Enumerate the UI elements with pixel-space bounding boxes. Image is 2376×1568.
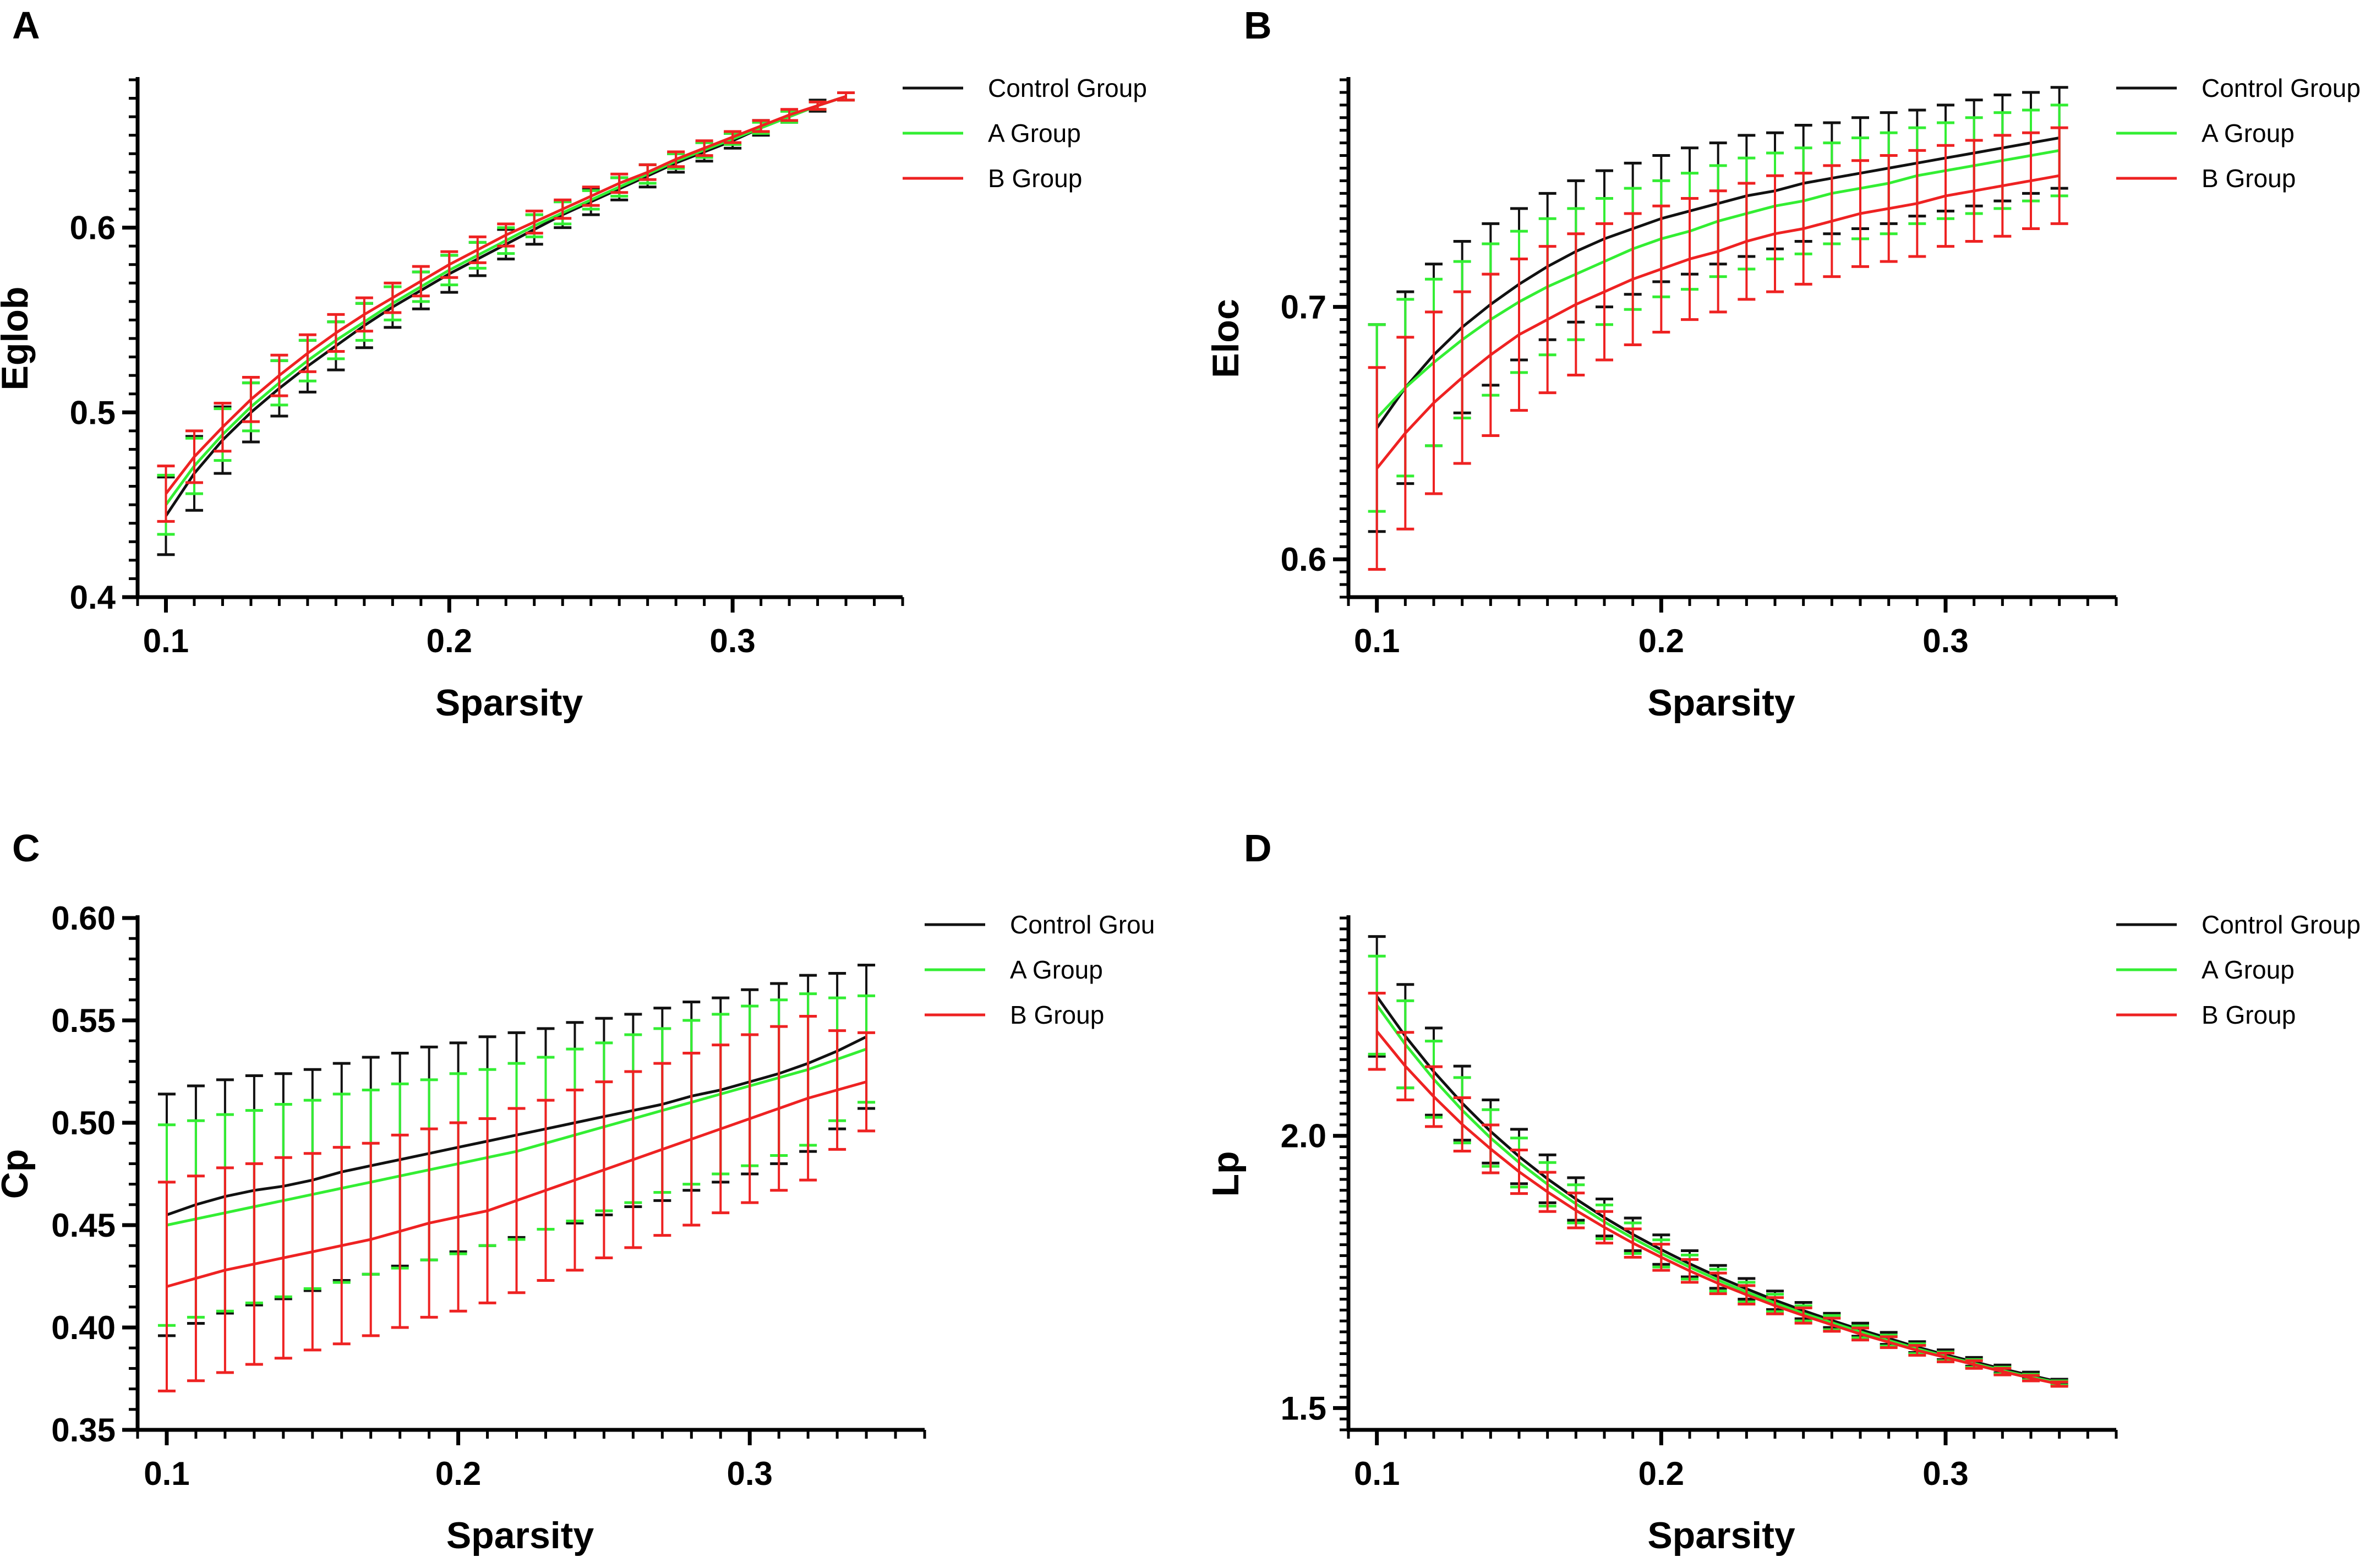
legend-label: B Group bbox=[988, 164, 1082, 193]
series-b-group bbox=[157, 1015, 876, 1392]
x-tick-label: 0.3 bbox=[1922, 1455, 1968, 1492]
y-tick-label: 0.4 bbox=[70, 579, 116, 616]
x-tick-label: 0.1 bbox=[1354, 1455, 1400, 1492]
series-line bbox=[165, 95, 846, 517]
y-tick-label: 0.40 bbox=[51, 1309, 116, 1346]
legend: Control Group A Group B Group bbox=[2116, 74, 2361, 193]
y-tick-label: 0.50 bbox=[51, 1105, 116, 1141]
x-tick-label: 0.3 bbox=[727, 1455, 773, 1492]
legend-label: Control Grou bbox=[1010, 910, 1155, 939]
y-tick-label: 2.0 bbox=[1281, 1118, 1326, 1155]
series-line bbox=[1375, 174, 2060, 469]
series-control-group bbox=[1368, 935, 2068, 1386]
series-b-group bbox=[1368, 992, 2068, 1388]
legend-label: A Group bbox=[1010, 955, 1103, 984]
x-tick-label: 0.1 bbox=[144, 1455, 189, 1492]
legend-label: A Group bbox=[988, 119, 1081, 147]
y-tick-label: 0.55 bbox=[51, 1002, 116, 1039]
y-tick-label: 0.45 bbox=[51, 1207, 116, 1244]
y-axis-title: Lp bbox=[1205, 1151, 1247, 1197]
legend: Control Grou A Group B Group bbox=[925, 910, 1155, 1029]
panel-b: B 0.6 0.7 0.1 0.2 0.3 Sparsity Eloc Control Grou… bbox=[1205, 4, 2361, 724]
panel-letter: C bbox=[12, 827, 40, 870]
legend-label: Control Group bbox=[2202, 910, 2361, 939]
series-b-group bbox=[157, 91, 855, 523]
y-tick-label: 0.7 bbox=[1281, 289, 1326, 326]
series-a-group bbox=[1368, 954, 2068, 1387]
series-line bbox=[165, 95, 846, 495]
y-tick-label: 0.6 bbox=[70, 210, 116, 247]
legend-label: A Group bbox=[2202, 119, 2295, 147]
panel-letter: D bbox=[1244, 827, 1272, 870]
legend-label: B Group bbox=[1010, 1001, 1104, 1029]
series-line bbox=[1375, 996, 2060, 1384]
x-axis-title: Sparsity bbox=[446, 1515, 594, 1556]
series-line bbox=[1375, 1030, 2060, 1386]
panel-d: D 1.5 2.0 0.1 0.2 0.3 Sparsity Lp Control Group A… bbox=[1205, 827, 2361, 1556]
y-axis-title: Eglob bbox=[0, 287, 36, 391]
y-tick-label: 0.60 bbox=[51, 900, 116, 937]
legend: Control Group A Group B Group bbox=[2116, 910, 2361, 1029]
y-axis-title: Eloc bbox=[1205, 299, 1247, 378]
x-tick-label: 0.1 bbox=[1354, 622, 1400, 659]
y-axis-title: Cp bbox=[0, 1149, 36, 1199]
legend-label: Control Group bbox=[988, 74, 1147, 102]
legend-label: B Group bbox=[2202, 1001, 2296, 1029]
series-line bbox=[1375, 1004, 2060, 1385]
series-a-group bbox=[157, 91, 855, 536]
panel-letter: B bbox=[1244, 4, 1272, 47]
panel-a: A 0.4 0.5 0.6 0.1 0.2 0.3 Sparsity Eglob Control … bbox=[0, 4, 1147, 724]
series-line bbox=[165, 95, 846, 506]
x-axis-title: Sparsity bbox=[1647, 1515, 1795, 1556]
panel-letter: A bbox=[12, 4, 40, 47]
legend-label: A Group bbox=[2202, 955, 2295, 984]
x-axis-title: Sparsity bbox=[435, 682, 583, 724]
x-tick-label: 0.3 bbox=[709, 622, 755, 659]
y-tick-label: 1.5 bbox=[1281, 1390, 1326, 1427]
x-tick-label: 0.2 bbox=[1638, 1455, 1684, 1492]
legend: Control Group A Group B Group bbox=[903, 74, 1147, 193]
x-tick-label: 0.3 bbox=[1922, 622, 1968, 659]
x-tick-label: 0.1 bbox=[143, 622, 189, 659]
x-axis-title: Sparsity bbox=[1647, 682, 1795, 724]
x-tick-label: 0.2 bbox=[1638, 622, 1684, 659]
series-line bbox=[166, 1080, 867, 1288]
x-tick-label: 0.2 bbox=[435, 1455, 481, 1492]
y-tick-label: 0.35 bbox=[51, 1412, 116, 1449]
legend-label: B Group bbox=[2202, 164, 2296, 193]
y-tick-label: 0.5 bbox=[70, 394, 116, 431]
y-tick-label: 0.6 bbox=[1281, 541, 1326, 578]
panel-c: C 0.35 0.40 0.45 0.50 0.55 0.60 0.1 0.2 0.3 Sparsi… bbox=[0, 827, 1155, 1556]
legend-label: Control Group bbox=[2202, 74, 2361, 102]
x-tick-label: 0.2 bbox=[427, 622, 472, 659]
series-control-group bbox=[157, 91, 855, 556]
series-b-group bbox=[1368, 126, 2068, 571]
